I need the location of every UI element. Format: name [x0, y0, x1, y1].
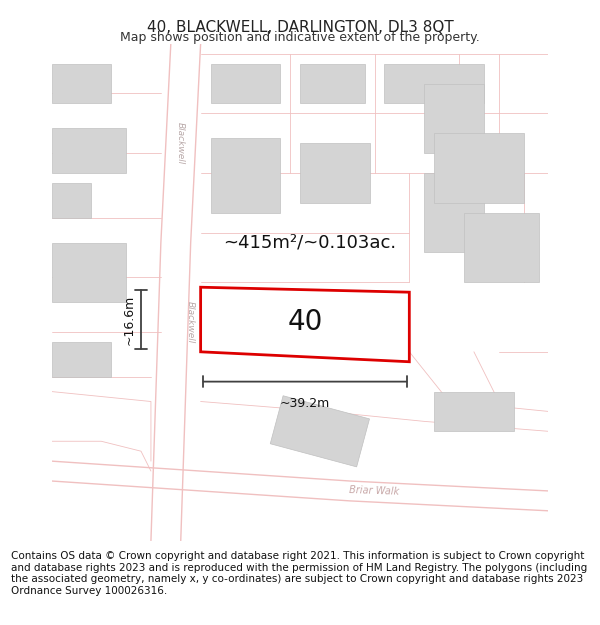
Polygon shape [424, 84, 484, 153]
Polygon shape [424, 173, 484, 253]
Text: 40, BLACKWELL, DARLINGTON, DL3 8QT: 40, BLACKWELL, DARLINGTON, DL3 8QT [146, 20, 454, 35]
Polygon shape [434, 391, 514, 431]
Polygon shape [52, 128, 126, 173]
Polygon shape [211, 138, 280, 212]
Text: Blackwell: Blackwell [186, 301, 195, 343]
Text: Blackwell: Blackwell [176, 122, 185, 164]
Text: ~16.6m: ~16.6m [123, 294, 136, 344]
Polygon shape [300, 143, 370, 202]
Polygon shape [52, 64, 111, 103]
Polygon shape [211, 64, 280, 103]
Polygon shape [434, 133, 524, 202]
Text: 40: 40 [287, 308, 323, 336]
Text: ~39.2m: ~39.2m [280, 396, 330, 409]
Polygon shape [270, 396, 370, 467]
Polygon shape [52, 183, 91, 218]
Polygon shape [52, 342, 111, 377]
Polygon shape [385, 64, 484, 103]
Text: ~415m²/~0.103ac.: ~415m²/~0.103ac. [223, 234, 397, 251]
Polygon shape [300, 64, 365, 103]
Text: Briar Walk: Briar Walk [349, 485, 400, 497]
Polygon shape [200, 288, 409, 362]
Polygon shape [464, 213, 539, 282]
Text: Contains OS data © Crown copyright and database right 2021. This information is : Contains OS data © Crown copyright and d… [11, 551, 587, 596]
Polygon shape [52, 242, 126, 302]
Text: Map shows position and indicative extent of the property.: Map shows position and indicative extent… [120, 31, 480, 44]
